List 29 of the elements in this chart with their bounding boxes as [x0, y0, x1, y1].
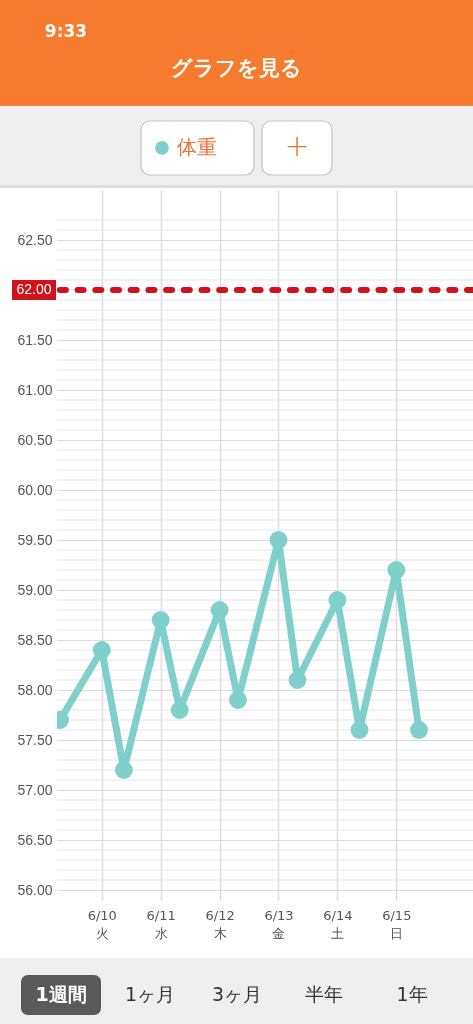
y-tick-label: 57.00	[17, 781, 53, 798]
y-tick-label: 57.50	[17, 731, 53, 748]
x-tick-label: 6/14 土	[323, 907, 353, 941]
y-tick-label: 61.00	[17, 381, 53, 398]
y-tick-label: 58.00	[17, 681, 53, 698]
y-tick-label: 58.50	[17, 631, 53, 648]
y-tick-label: 61.50	[17, 331, 53, 348]
x-tick-label: 6/12 木	[205, 907, 235, 941]
text: +	[284, 128, 310, 163]
text: 9:33	[44, 21, 88, 41]
text: 半年	[305, 983, 343, 1005]
y-tick-label: 56.50	[17, 831, 53, 848]
x-tick-label: 6/15 日	[382, 907, 412, 941]
y-tick-label: 60.50	[17, 431, 53, 448]
y-tick-label: 59.00	[17, 581, 53, 598]
x-tick-label: 6/13 金	[264, 907, 294, 941]
text: 3ヶ月	[211, 983, 263, 1005]
y-tick-label: 59.50	[17, 531, 53, 548]
text: 1週間	[35, 983, 87, 1005]
chart-title: グラフを見る	[170, 56, 302, 80]
text: 1年	[396, 983, 428, 1005]
y-tick-label: 60.00	[17, 481, 53, 498]
legend-label: 体重	[177, 135, 217, 159]
x-tick-label: 6/11 水	[146, 907, 176, 941]
y-tick-label: 56.00	[17, 881, 53, 898]
text: 1ヶ月	[124, 983, 176, 1005]
ref-line-label: 62.00	[16, 281, 52, 297]
y-tick-label: 62.50	[17, 231, 53, 248]
x-tick-label: 6/10 火	[87, 907, 117, 941]
